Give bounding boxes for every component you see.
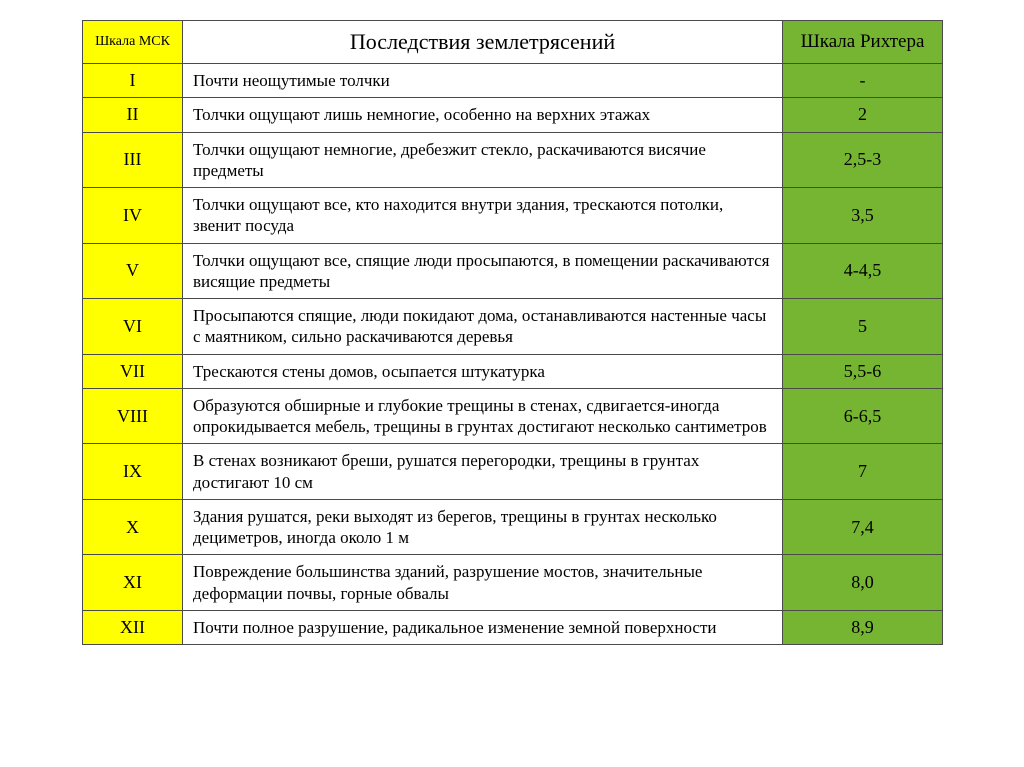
desc-cell: Образуются обширные и глубокие трещины в… (183, 388, 783, 444)
table-row: VIПросыпаются спящие, люди покидают дома… (83, 299, 943, 355)
table-row: VIIТрескаются стены домов, осыпается шту… (83, 354, 943, 388)
rich-cell: 4-4,5 (783, 243, 943, 299)
desc-cell: Толчки ощущают все, кто находится внутри… (183, 188, 783, 244)
rich-cell: 6-6,5 (783, 388, 943, 444)
table-head: Шкала МСК Последствия землетрясений Шкал… (83, 21, 943, 64)
desc-cell: Почти неощутимые толчки (183, 64, 783, 98)
msk-cell: IV (83, 188, 183, 244)
msk-cell: VII (83, 354, 183, 388)
msk-cell: I (83, 64, 183, 98)
rich-cell: - (783, 64, 943, 98)
desc-cell: Здания рушатся, реки выходят из берегов,… (183, 499, 783, 555)
msk-cell: VI (83, 299, 183, 355)
table-row: IПочти неощутимые толчки- (83, 64, 943, 98)
table-row: VIIIОбразуются обширные и глубокие трещи… (83, 388, 943, 444)
table-row: VТолчки ощущают все, спящие люди просыпа… (83, 243, 943, 299)
desc-cell: Толчки ощущают лишь немногие, особенно н… (183, 98, 783, 132)
col-header-rich: Шкала Рихтера (783, 21, 943, 64)
table-row: XЗдания рушатся, реки выходят из берегов… (83, 499, 943, 555)
desc-cell: Толчки ощущают все, спящие люди просыпаю… (183, 243, 783, 299)
msk-cell: II (83, 98, 183, 132)
table-row: IXВ стенах возникают бреши, рушатся пере… (83, 444, 943, 500)
msk-cell: XII (83, 610, 183, 644)
table-row: XIПовреждение большинства зданий, разруш… (83, 555, 943, 611)
rich-cell: 2 (783, 98, 943, 132)
earthquake-scale-table-wrap: Шкала МСК Последствия землетрясений Шкал… (82, 20, 942, 645)
rich-cell: 7 (783, 444, 943, 500)
desc-cell: Просыпаются спящие, люди покидают дома, … (183, 299, 783, 355)
desc-cell: В стенах возникают бреши, рушатся перего… (183, 444, 783, 500)
msk-cell: IX (83, 444, 183, 500)
table-row: IVТолчки ощущают все, кто находится внут… (83, 188, 943, 244)
msk-cell: XI (83, 555, 183, 611)
desc-cell: Повреждение большинства зданий, разрушен… (183, 555, 783, 611)
earthquake-scale-table: Шкала МСК Последствия землетрясений Шкал… (82, 20, 943, 645)
desc-cell: Трескаются стены домов, осыпается штукат… (183, 354, 783, 388)
table-row: XIIПочти полное разрушение, радикальное … (83, 610, 943, 644)
rich-cell: 5 (783, 299, 943, 355)
msk-cell: X (83, 499, 183, 555)
table-row: IIIТолчки ощущают немногие, дребезжит ст… (83, 132, 943, 188)
rich-cell: 8,9 (783, 610, 943, 644)
col-header-msk: Шкала МСК (83, 21, 183, 64)
col-header-desc: Последствия землетрясений (183, 21, 783, 64)
table-body: IПочти неощутимые толчки-IIТолчки ощущаю… (83, 64, 943, 645)
rich-cell: 7,4 (783, 499, 943, 555)
rich-cell: 5,5-6 (783, 354, 943, 388)
msk-cell: VIII (83, 388, 183, 444)
msk-cell: V (83, 243, 183, 299)
desc-cell: Толчки ощущают немногие, дребезжит стекл… (183, 132, 783, 188)
rich-cell: 8,0 (783, 555, 943, 611)
msk-cell: III (83, 132, 183, 188)
desc-cell: Почти полное разрушение, радикальное изм… (183, 610, 783, 644)
rich-cell: 2,5-3 (783, 132, 943, 188)
rich-cell: 3,5 (783, 188, 943, 244)
table-row: IIТолчки ощущают лишь немногие, особенно… (83, 98, 943, 132)
